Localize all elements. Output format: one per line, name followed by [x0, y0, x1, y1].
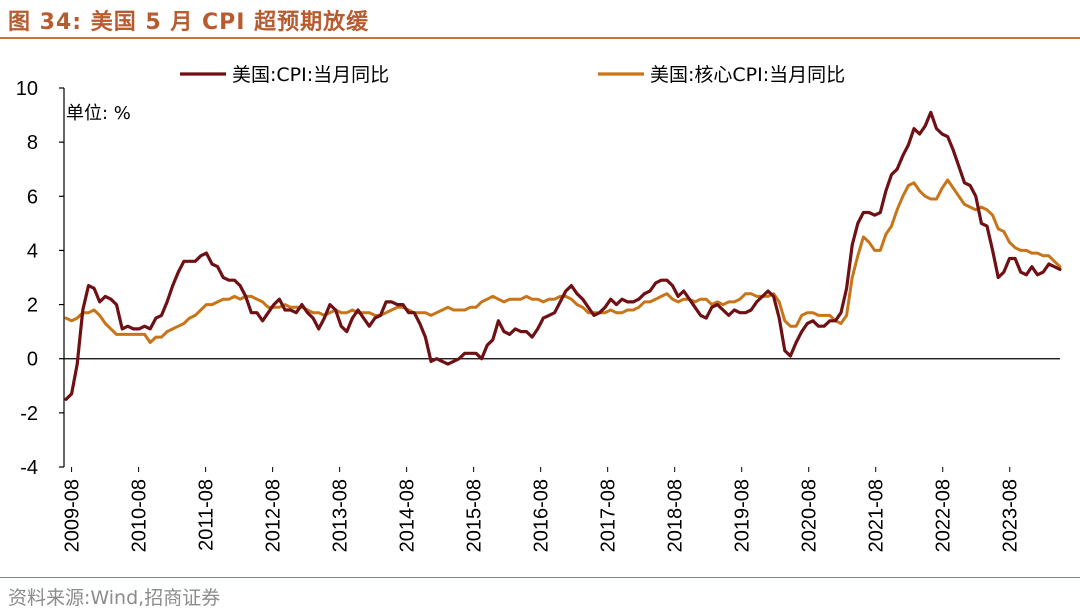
x-tick-label: 2023-08: [1000, 479, 1022, 552]
legend-label: 美国:核心CPI:当月同比: [650, 64, 845, 86]
x-tick-label: 2019-08: [732, 479, 754, 552]
axes: -4 -2 0 2 4 6 8 10 2009-08 2010-08 2011-08 2012-08 2…: [16, 78, 1060, 552]
unit-label: 单位: %: [66, 103, 131, 124]
series-line-core-cpi: [64, 178, 1062, 344]
legend-label: 美国:CPI:当月同比: [232, 64, 389, 86]
x-tick-label: 2022-08: [933, 479, 955, 552]
chart-title: 图 34: 美国 5 月 CPI 超预期放缓: [8, 10, 370, 35]
title-divider: [0, 37, 1080, 39]
x-tick-label: 2014-08: [397, 479, 419, 552]
x-tick-label: 2018-08: [665, 479, 687, 552]
x-tick-label: 2010-08: [129, 479, 151, 552]
source-note: 资料来源:Wind,招商证券: [8, 587, 221, 609]
series-line-cpi: [64, 110, 1062, 401]
y-tick-label: -2: [20, 403, 38, 425]
x-tick-label: 2013-08: [330, 479, 352, 552]
x-tick-label: 2012-08: [263, 479, 285, 552]
y-tick-label: -4: [20, 457, 38, 479]
x-tick-label: 2009-08: [62, 479, 84, 552]
y-tick-label: 2: [27, 295, 38, 317]
x-tick-label: 2016-08: [531, 479, 553, 552]
legend: 美国:CPI:当月同比 美国:核心CPI:当月同比: [180, 64, 845, 86]
y-tick-label: 4: [27, 240, 38, 262]
y-tick-label: 6: [27, 186, 38, 208]
x-tick-label: 2020-08: [799, 479, 821, 552]
x-tick-label: 2017-08: [598, 479, 620, 552]
x-tick-label: 2021-08: [866, 479, 888, 552]
y-tick-label: 8: [27, 132, 38, 154]
line-chart: -4 -2 0 2 4 6 8 10 2009-08 2010-08 2011-08 2012-08 2…: [16, 64, 1062, 552]
y-tick-label: 10: [16, 78, 38, 100]
x-tick-label: 2011-08: [196, 479, 218, 551]
footer-divider: [0, 577, 1080, 578]
series-lines: [64, 110, 1062, 401]
y-tick-label: 0: [27, 349, 38, 371]
x-tick-label: 2015-08: [464, 479, 486, 552]
